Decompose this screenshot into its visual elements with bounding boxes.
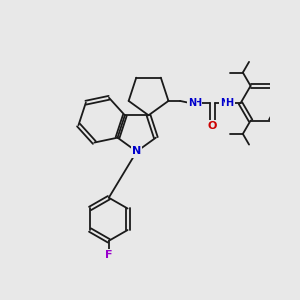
Text: H: H [193, 98, 201, 108]
Text: N: N [188, 98, 196, 108]
Text: H: H [226, 98, 234, 108]
Text: F: F [105, 250, 112, 260]
Text: N: N [220, 98, 228, 108]
Text: N: N [132, 146, 141, 157]
Text: O: O [208, 121, 217, 131]
